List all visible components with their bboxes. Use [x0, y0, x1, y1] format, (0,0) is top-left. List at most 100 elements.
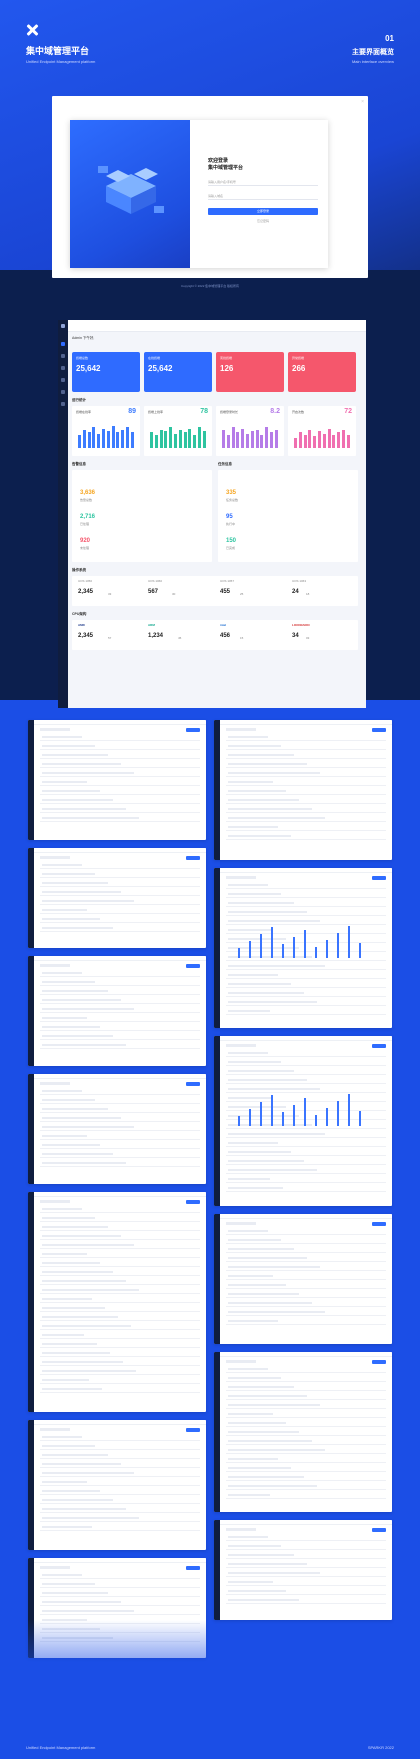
thumbnail-row	[40, 1383, 200, 1384]
kpi-label: 在线终端	[148, 356, 161, 360]
thumbnail-cell	[228, 1599, 299, 1601]
thumbnail-topbar	[34, 720, 206, 725]
chart-bar	[222, 429, 225, 448]
thumbnail-cell	[228, 1302, 312, 1304]
thumbnail-cell	[42, 1153, 113, 1155]
thumbnail-row	[40, 785, 200, 786]
thumbnail-row	[226, 1381, 386, 1382]
thumbnail-cell	[42, 900, 134, 902]
alert-stat-label: 告警总数	[80, 498, 93, 502]
chart-bar	[318, 431, 321, 448]
domain-field[interactable]: 请输入域名	[208, 192, 318, 200]
thumbnail-sidebar	[214, 720, 220, 860]
thumbnail-row	[40, 1605, 200, 1606]
thumbnail-cell	[42, 1445, 95, 1447]
thumbnail-cell	[42, 781, 87, 783]
thumbnail-row	[40, 1230, 200, 1231]
thumbnail-row	[226, 942, 386, 943]
thumbnail-cell	[228, 965, 325, 967]
page-subtitle: Unified Endpoint Management platform	[26, 59, 96, 64]
thumbnail-row	[40, 1039, 200, 1040]
cpu-value: 1,234	[148, 633, 164, 639]
login-form: 欢迎登录 集中域管理平台 请输入用户名/手机号 请输入域名 立即登录 忘记密码	[208, 158, 318, 223]
os-name: UOS 1060	[148, 579, 163, 583]
thumbnail-cell	[228, 763, 307, 765]
kpi-card[interactable]: 在线终端 25,642	[144, 352, 212, 392]
thumbnail-topbar	[220, 1036, 392, 1041]
thumbnail-cell	[42, 1361, 123, 1363]
thumbnail-bar	[260, 934, 262, 958]
thumbnail-row	[226, 1083, 386, 1084]
thumbnail-row	[226, 1372, 386, 1373]
thumbnail-cell	[42, 1090, 82, 1092]
thumbnail-bar	[293, 937, 295, 958]
thumbnail-cell	[228, 799, 299, 801]
thumbnail-cell	[42, 1108, 108, 1110]
cpu-name: intel	[220, 623, 227, 627]
thumbnail-row	[226, 1489, 386, 1490]
section-cpu: CPU架构	[72, 612, 87, 616]
thumbnail-cell	[228, 736, 268, 738]
thumbnail-row	[40, 1503, 200, 1504]
thumbnail-title	[226, 1222, 256, 1225]
thumbnail-cell	[42, 1610, 134, 1612]
footer-right: SPARKR 2022	[367, 1745, 394, 1750]
thumbnail-row	[226, 1137, 386, 1138]
thumbnail-cell	[228, 1097, 273, 1099]
os-pct: 25	[240, 592, 244, 596]
thumbnail-sidebar	[28, 720, 34, 840]
thumbnail-row	[40, 1212, 200, 1213]
chart-bar	[178, 429, 182, 448]
thumbnail-cell	[42, 1472, 134, 1474]
kpi-card[interactable]: 异常终端 266	[288, 352, 356, 392]
cpu-name: LOONGSON	[292, 623, 310, 627]
thumbnail-row	[226, 812, 386, 813]
login-button[interactable]: 立即登录	[208, 208, 318, 215]
thumbnail-cell	[42, 1280, 126, 1282]
thumbnail-row	[226, 915, 386, 916]
thumbnail-cell	[228, 1001, 317, 1003]
greeting: Admin 下午好,	[72, 336, 95, 340]
thumbnail-row	[40, 1614, 200, 1615]
thumbnail-cell	[228, 1494, 270, 1496]
task-icon[interactable]	[61, 378, 65, 382]
chart-bar	[265, 427, 269, 448]
section-alerts: 告警信息	[72, 462, 86, 466]
thumbnail-row	[40, 1530, 200, 1531]
thumbnail-row	[40, 1248, 200, 1249]
chart-bar	[183, 432, 187, 448]
thumbnail-cell	[42, 882, 108, 884]
thumbnail-cell	[228, 1581, 273, 1583]
policy-icon[interactable]	[61, 366, 65, 370]
thumbnail-title	[40, 1428, 70, 1431]
welcome-heading-2: 集中域管理平台	[208, 165, 244, 171]
thumbnail-cell	[42, 754, 108, 756]
thumbnail-sidebar	[214, 1352, 220, 1512]
thumbnail-cell	[228, 920, 320, 922]
chart-bar	[116, 432, 120, 448]
alert-icon[interactable]	[61, 390, 65, 394]
thumbnail-button	[186, 1200, 200, 1204]
chart-bar	[346, 435, 350, 448]
thumbnail-sidebar	[214, 1214, 220, 1344]
thumbnail-row	[226, 924, 386, 925]
screen-thumbnail	[28, 848, 206, 948]
kpi-card[interactable]: 终端总数 25,642	[72, 352, 140, 392]
forgot-password-link[interactable]: 忘记密码	[256, 219, 269, 223]
chart-bar	[150, 432, 153, 448]
kpi-card[interactable]: 离线终端 126	[216, 352, 284, 392]
terminal-icon[interactable]	[61, 354, 65, 358]
alert-stat-value: 2,716	[80, 514, 96, 520]
thumbnail-row	[226, 1164, 386, 1165]
settings-icon[interactable]	[61, 402, 65, 406]
home-icon[interactable]	[61, 342, 65, 346]
thumbnail-row	[40, 1347, 200, 1348]
thumbnail-row	[226, 1549, 386, 1550]
chart-bar	[250, 431, 254, 448]
close-icon[interactable]: ×	[361, 99, 364, 105]
username-field[interactable]: 请输入用户名/手机号	[208, 178, 318, 186]
thumbnail-row	[40, 1356, 200, 1357]
os-value: 24	[292, 589, 299, 595]
cpu-pct: 57	[108, 636, 112, 640]
thumbnail-row	[40, 985, 200, 986]
